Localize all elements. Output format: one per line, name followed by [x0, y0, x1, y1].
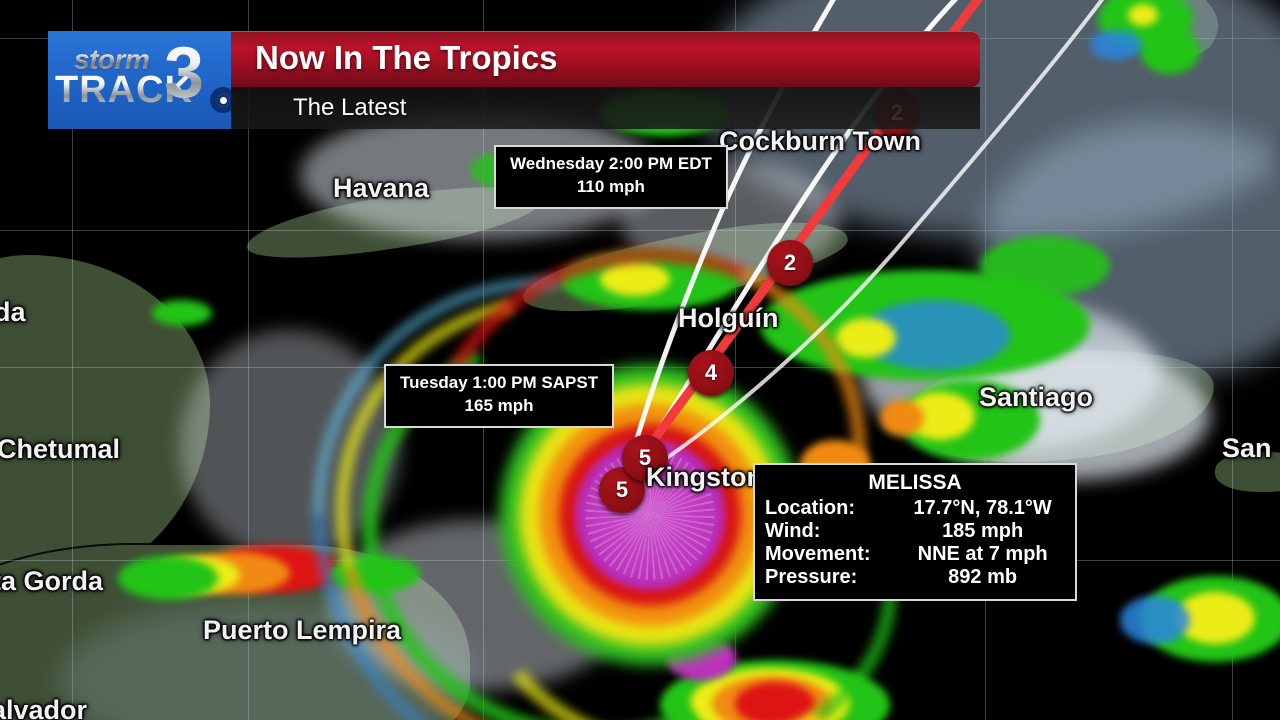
storm-info-row: Movement: NNE at 7 mph [765, 543, 1065, 566]
marker-category: 4 [704, 360, 718, 385]
city-label: alvador [0, 695, 88, 720]
forecast-time: Tuesday 1:00 PM SAPST [400, 373, 599, 392]
city-label: Havana [333, 173, 430, 203]
storm-position-marker: 2 [767, 240, 813, 286]
banner-subtitle-bar: The Latest [231, 87, 980, 129]
banner-title-bar: Now In The Tropics [231, 31, 980, 87]
storm-info-row: Wind: 185 mph [765, 520, 1065, 543]
storm-info-key: Location: [765, 497, 855, 519]
banner-title: Now In The Tropics [255, 39, 558, 76]
grid-line-vertical [735, 0, 736, 720]
landmass-puerto-rico [1215, 452, 1280, 492]
city-label: ta Gorda [0, 566, 104, 596]
storm-info-key: Pressure: [765, 566, 858, 588]
city-label: Kingston [646, 462, 763, 492]
storm-position-marker: 5 [622, 435, 668, 481]
header-banner: storm TRACK 3 Now In The Tropics The Lat… [48, 31, 980, 129]
city-label: Puerto Lempira [203, 615, 402, 645]
forecast-wind: 110 mph [576, 176, 645, 196]
storm-name: MELISSA [868, 471, 962, 494]
storm-info-value: 185 mph [942, 520, 1024, 542]
city-label: Holguín [678, 303, 779, 333]
forecast-callout: Tuesday 1:00 PM SAPST 165 mph [384, 364, 615, 428]
grid-line-horizontal [0, 230, 1280, 231]
storm-info-value: 17.7°N, 78.1°W [913, 497, 1052, 519]
logo-storm-text: storm [74, 44, 150, 75]
forecast-wind: 165 mph [464, 395, 534, 415]
storm-info-table: Location: 17.7°N, 78.1°W Wind: 185 mph Movem… [765, 497, 1065, 589]
grid-line-vertical [483, 0, 484, 720]
city-label: Chetumal [0, 434, 121, 464]
marker-disc [622, 435, 668, 481]
storm-info-row: Pressure: 892 mb [765, 566, 1065, 589]
marker-disc [688, 350, 734, 396]
storm-position-marker: 4 [688, 350, 734, 396]
marker-disc [767, 240, 813, 286]
city-label: Santiago [979, 382, 1094, 412]
grid-line-vertical [248, 0, 249, 720]
city-label: San [1222, 433, 1272, 463]
city-label: Cockburn Town [719, 126, 921, 156]
storm-info-key: Wind: [765, 520, 821, 542]
marker-category: 5 [615, 477, 629, 502]
banner-subtitle: The Latest [293, 94, 407, 121]
storm-info-key: Movement: [765, 543, 871, 565]
forecast-callout: Wednesday 2:00 PM EDT 110 mph [494, 145, 728, 209]
logo-track-text: TRACK [55, 69, 193, 111]
station-logo: storm TRACK 3 [48, 31, 236, 129]
marker-category: 5 [638, 445, 652, 470]
storm-info-panel: MELISSA Location: 17.7°N, 78.1°W Wind: 185 … [753, 463, 1077, 601]
storm-info-value: 892 mb [948, 566, 1018, 588]
storm-info-value: NNE at 7 mph [917, 543, 1048, 565]
forecast-time: Wednesday 2:00 PM EDT [510, 154, 712, 173]
city-label: da [0, 297, 26, 327]
logo-channel-number: 3 [164, 33, 205, 113]
grid-line-vertical [72, 0, 73, 720]
marker-category: 2 [783, 250, 797, 275]
storm-info-row: Location: 17.7°N, 78.1°W [765, 497, 1065, 520]
